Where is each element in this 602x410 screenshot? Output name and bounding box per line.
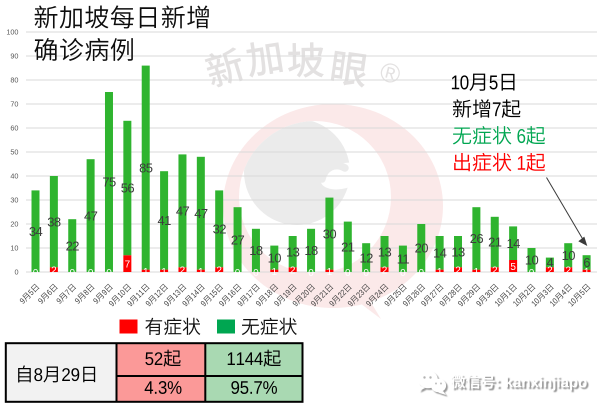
svg-text:2: 2 [455,266,461,277]
svg-text:2: 2 [180,266,186,277]
svg-text:21: 21 [488,235,502,250]
svg-text:1: 1 [143,267,149,278]
svg-text:0: 0 [345,268,351,279]
svg-text:22: 22 [66,238,80,253]
svg-text:10: 10 [525,253,539,268]
svg-text:100: 100 [6,28,18,37]
svg-text:50: 50 [10,148,18,157]
svg-text:34: 34 [29,224,43,239]
svg-text:10: 10 [10,244,18,253]
svg-text:90: 90 [10,52,18,61]
svg-text:2: 2 [216,266,222,277]
svg-text:1: 1 [437,267,443,278]
svg-text:32: 32 [213,222,227,237]
svg-text:18: 18 [249,243,263,258]
svg-text:30: 30 [10,196,18,205]
svg-text:56: 56 [121,181,135,196]
svg-text:4: 4 [547,255,554,270]
svg-text:0: 0 [33,268,39,279]
svg-text:80: 80 [10,76,18,85]
svg-text:20: 20 [415,241,429,256]
svg-text:38: 38 [47,214,61,229]
svg-text:6: 6 [583,255,590,270]
svg-text:47: 47 [176,204,190,219]
svg-text:13: 13 [451,244,465,259]
svg-text:41: 41 [157,213,171,228]
svg-text:13: 13 [378,244,392,259]
svg-text:1: 1 [198,267,204,278]
svg-text:13: 13 [286,244,300,259]
svg-text:1: 1 [474,267,480,278]
svg-text:2: 2 [290,266,296,277]
svg-text:14: 14 [506,236,520,251]
svg-text:18: 18 [304,243,318,258]
svg-text:0: 0 [363,268,369,279]
svg-text:60: 60 [10,124,18,133]
svg-text:21: 21 [341,240,355,255]
svg-text:0: 0 [69,268,75,279]
svg-text:0: 0 [14,268,18,277]
svg-text:12: 12 [360,250,374,265]
svg-text:2: 2 [565,266,571,277]
svg-text:40: 40 [10,172,18,181]
svg-text:11: 11 [397,252,410,267]
svg-text:0: 0 [253,268,259,279]
svg-text:10: 10 [562,248,576,263]
svg-text:2: 2 [547,266,553,277]
svg-text:47: 47 [194,206,208,221]
svg-text:0: 0 [106,268,112,279]
svg-text:70: 70 [10,100,18,109]
svg-text:2: 2 [51,266,57,277]
svg-text:1: 1 [272,267,278,278]
svg-text:75: 75 [102,175,116,190]
svg-text:26: 26 [470,231,484,246]
svg-text:1: 1 [584,267,590,278]
svg-text:7: 7 [125,260,131,271]
svg-text:30: 30 [323,226,337,241]
svg-text:5: 5 [510,262,516,273]
svg-text:1: 1 [327,267,333,278]
svg-text:10: 10 [268,250,282,265]
svg-text:2: 2 [492,266,498,277]
svg-text:0: 0 [88,268,94,279]
svg-text:2: 2 [382,266,388,277]
svg-text:20: 20 [10,220,18,229]
svg-text:0: 0 [529,268,535,279]
svg-text:47: 47 [84,208,98,223]
svg-text:27: 27 [231,232,245,247]
svg-text:0: 0 [308,268,314,279]
svg-text:0: 0 [418,268,424,279]
svg-text:85: 85 [139,160,153,175]
svg-text:1: 1 [161,267,167,278]
svg-text:0: 0 [235,268,241,279]
svg-text:0: 0 [400,268,406,279]
svg-text:14: 14 [433,246,447,261]
